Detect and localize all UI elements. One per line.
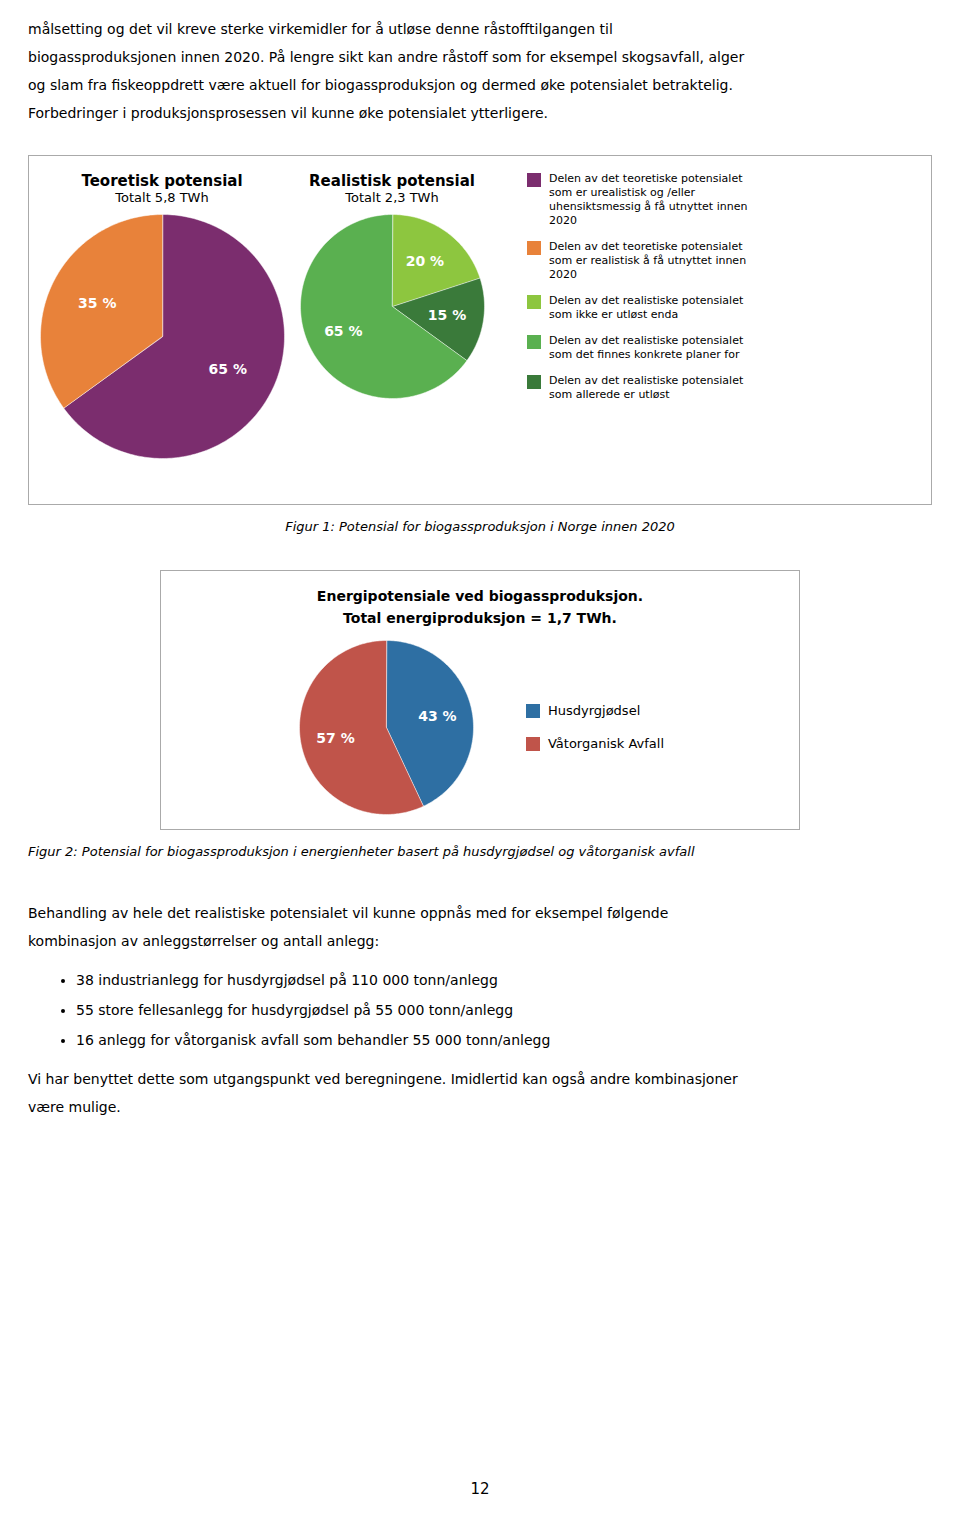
html-text:38 industrianlegg for husdyrgj: 38 industrianlegg for husdyrgjødsel på 1… — [76, 972, 498, 988]
html-text:Våtorganisk Avfall: Våtorganisk Avfall — [547, 736, 665, 751]
html-text:Figur 2: Potensial for biogass: Figur 2: Potensial for biogassproduksjon… — [28, 844, 695, 859]
svg-text:43 %: 43 % — [418, 708, 456, 724]
html-text:12: 12 — [470, 1480, 490, 1498]
html-text:Vi har benyttet dette som utga: Vi har benyttet dette som utgangspunkt v… — [28, 1071, 738, 1087]
html-text:og slam fra fiskeoppdrett være: og slam fra fiskeoppdrett være aktuell f… — [28, 77, 733, 93]
html-text:Husdyrgjødsel: Husdyrgjødsel — [547, 703, 641, 718]
html-text:Realistisk potensial: Realistisk potensial — [309, 172, 475, 190]
html-text:Figur 1: Potensial for biogass: Figur 1: Potensial for biogassproduksjon… — [285, 519, 675, 534]
html-text:biogassproduksjonen innen 2020: biogassproduksjonen innen 2020. På lengr… — [28, 49, 745, 65]
html-text:Behandling av hele det realist: Behandling av hele det realistiske poten… — [28, 905, 669, 921]
svg-text:57 %: 57 % — [316, 730, 354, 746]
html-text:Delen av det realistiske poten: Delen av det realistiske potensialet som… — [549, 374, 744, 401]
html-text:Delen av det realistiske poten: Delen av det realistiske potensialet som… — [549, 294, 744, 321]
html-text:Total energiproduksjon = 1,7 T: Total energiproduksjon = 1,7 TWh. — [343, 610, 617, 626]
html-text:Teoretisk potensial: Teoretisk potensial — [81, 172, 243, 190]
html-text:Totalt 2,3 TWh: Totalt 2,3 TWh — [345, 190, 439, 205]
svg-text:15 %: 15 % — [428, 307, 466, 323]
html-text:Energipotensiale ved biogasspr: Energipotensiale ved biogassproduksjon. — [316, 588, 644, 604]
html-text:55 store fellesanlegg for husd: 55 store fellesanlegg for husdyrgjødsel … — [76, 1002, 513, 1018]
html-text:målsetting og det vil kreve st: målsetting og det vil kreve sterke virke… — [28, 21, 613, 37]
html-text:Delen av det realistiske poten: Delen av det realistiske potensialet som… — [549, 334, 744, 361]
svg-text:20 %: 20 % — [406, 253, 444, 269]
html-text:være mulige.: være mulige. — [28, 1099, 121, 1115]
html-text:kombinasjon av anleggstørrelse: kombinasjon av anleggstørrelser og antal… — [28, 933, 380, 949]
svg-text:65 %: 65 % — [324, 323, 362, 339]
html-text:16 anlegg for våtorganisk avfa: 16 anlegg for våtorganisk avfall som beh… — [76, 1032, 551, 1048]
svg-text:35 %: 35 % — [78, 295, 116, 311]
html-text:Delen av det teoretiske potens: Delen av det teoretiske potensialet som … — [549, 172, 748, 227]
svg-text:65 %: 65 % — [209, 361, 247, 377]
html-text:Delen av det teoretiske potens: Delen av det teoretiske potensialet som … — [549, 240, 747, 281]
html-text:Totalt 5,8 TWh: Totalt 5,8 TWh — [115, 190, 209, 205]
html-text:Forbedringer i produksjonspros: Forbedringer i produksjonsprosessen vil … — [28, 105, 548, 121]
